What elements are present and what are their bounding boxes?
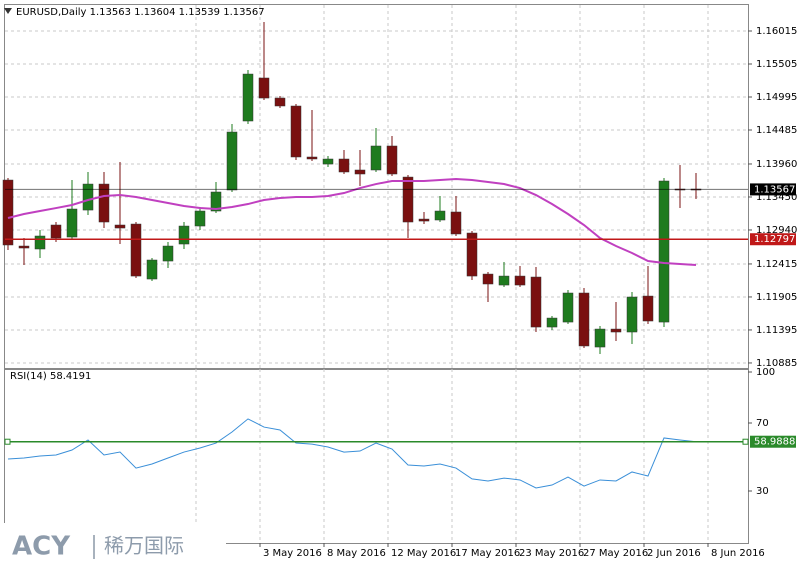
- candle-body: [626, 296, 638, 333]
- candle-body: [482, 273, 494, 285]
- y-tick-label: 1.11905: [756, 292, 797, 303]
- candle-body: [34, 235, 46, 250]
- y-tick-label: 1.13960: [756, 159, 797, 170]
- y-tick-label: 1.12415: [756, 259, 797, 270]
- candle-body: [530, 276, 542, 328]
- candle-body: [450, 211, 462, 235]
- candle-body: [290, 105, 302, 158]
- header: EURUSD,Daily 1.13563 1.13604 1.13539 1.1…: [16, 7, 265, 18]
- x-tick-label: 23 May 2016: [519, 548, 584, 559]
- candle-body: [98, 183, 110, 223]
- candle-body: [338, 158, 350, 173]
- rsi-level-label: 58.9888: [754, 437, 795, 448]
- x-tick-label: 17 May 2016: [455, 548, 520, 559]
- rsi-panel: [4, 369, 749, 544]
- candle-body: [546, 317, 558, 328]
- candle-body: [434, 210, 446, 221]
- rsi-name: RSI(14): [10, 371, 47, 382]
- watermark-bg: [0, 523, 226, 571]
- level-line-label: 1.12797: [754, 234, 795, 245]
- symbol: EURUSD,Daily: [16, 7, 87, 18]
- candle-body: [418, 218, 430, 222]
- candle-body: [210, 191, 222, 212]
- header-value: 1.13539: [176, 7, 221, 18]
- price-line-box: [750, 183, 796, 196]
- candle-body: [162, 245, 174, 262]
- candle-body: [610, 328, 622, 333]
- candle-body: [114, 224, 126, 229]
- candle-body: [402, 176, 414, 223]
- candle-body: [322, 158, 334, 165]
- rsi-tick-label: 30: [756, 486, 769, 497]
- header-value: 1.13567: [220, 7, 265, 18]
- header-icon: [4, 8, 12, 14]
- candle-body: [386, 145, 398, 175]
- header-value: 1.13604: [131, 7, 176, 18]
- rsi-tick-label: 70: [756, 418, 769, 429]
- candle-body: [130, 223, 142, 277]
- x-tick-label: 2 Jun 2016: [647, 548, 701, 559]
- candle-body: [306, 156, 318, 160]
- x-tick-label: 12 May 2016: [391, 548, 456, 559]
- candle-body: [562, 292, 574, 323]
- y-tick-label: 1.14485: [756, 125, 797, 136]
- moving-average: [7, 177, 697, 267]
- watermark-name: 稀万国际: [104, 534, 184, 558]
- candle-body: [242, 73, 254, 122]
- x-tick-label: 8 Jun 2016: [711, 548, 765, 559]
- header-value: 1.13563: [86, 7, 131, 18]
- y-tick-label: 1.16015: [756, 26, 797, 37]
- candle-body: [194, 210, 206, 227]
- rsi-level-box: [750, 435, 796, 448]
- candle-body: [66, 208, 78, 238]
- candle-body: [2, 179, 14, 246]
- candle-body: [146, 259, 158, 280]
- rsi-line: [7, 418, 697, 489]
- candle-body: [498, 275, 510, 286]
- candle-body: [578, 292, 590, 347]
- rsi-level-handle: [742, 438, 749, 445]
- rsi-value: 58.4191: [50, 371, 91, 382]
- candle-body: [258, 77, 270, 99]
- y-tick-label: 1.13450: [756, 192, 797, 203]
- price-line-label: 1.13567: [754, 184, 795, 195]
- candle-body: [50, 224, 62, 239]
- x-tick-label: 27 May 2016: [583, 548, 648, 559]
- candle-body: [466, 232, 478, 277]
- level-line-box: [750, 233, 796, 246]
- candle-body: [370, 145, 382, 171]
- candle-body: [642, 295, 654, 322]
- rsi-label: RSI(14) 58.4191: [10, 371, 91, 382]
- candle-body: [514, 275, 526, 286]
- candle-body: [658, 180, 670, 323]
- candle-body: [18, 245, 30, 249]
- rsi-level-handle: [4, 438, 11, 445]
- candle-body: [178, 225, 190, 245]
- candle-body: [82, 183, 94, 211]
- candle-body: [594, 328, 606, 348]
- candle-body: [274, 97, 286, 107]
- watermark-brand: ACY: [12, 532, 71, 562]
- rsi-tick-label: 100: [756, 367, 775, 378]
- x-tick-label: 3 May 2016: [263, 548, 322, 559]
- candle-body: [226, 131, 238, 191]
- y-tick-label: 1.11395: [756, 325, 797, 336]
- y-tick-label: 1.12940: [756, 225, 797, 236]
- y-tick-label: 1.14995: [756, 92, 797, 103]
- x-tick-label: 8 May 2016: [327, 548, 386, 559]
- y-tick-label: 1.10885: [756, 358, 797, 369]
- candle-body: [354, 169, 366, 175]
- y-tick-label: 1.15505: [756, 59, 797, 70]
